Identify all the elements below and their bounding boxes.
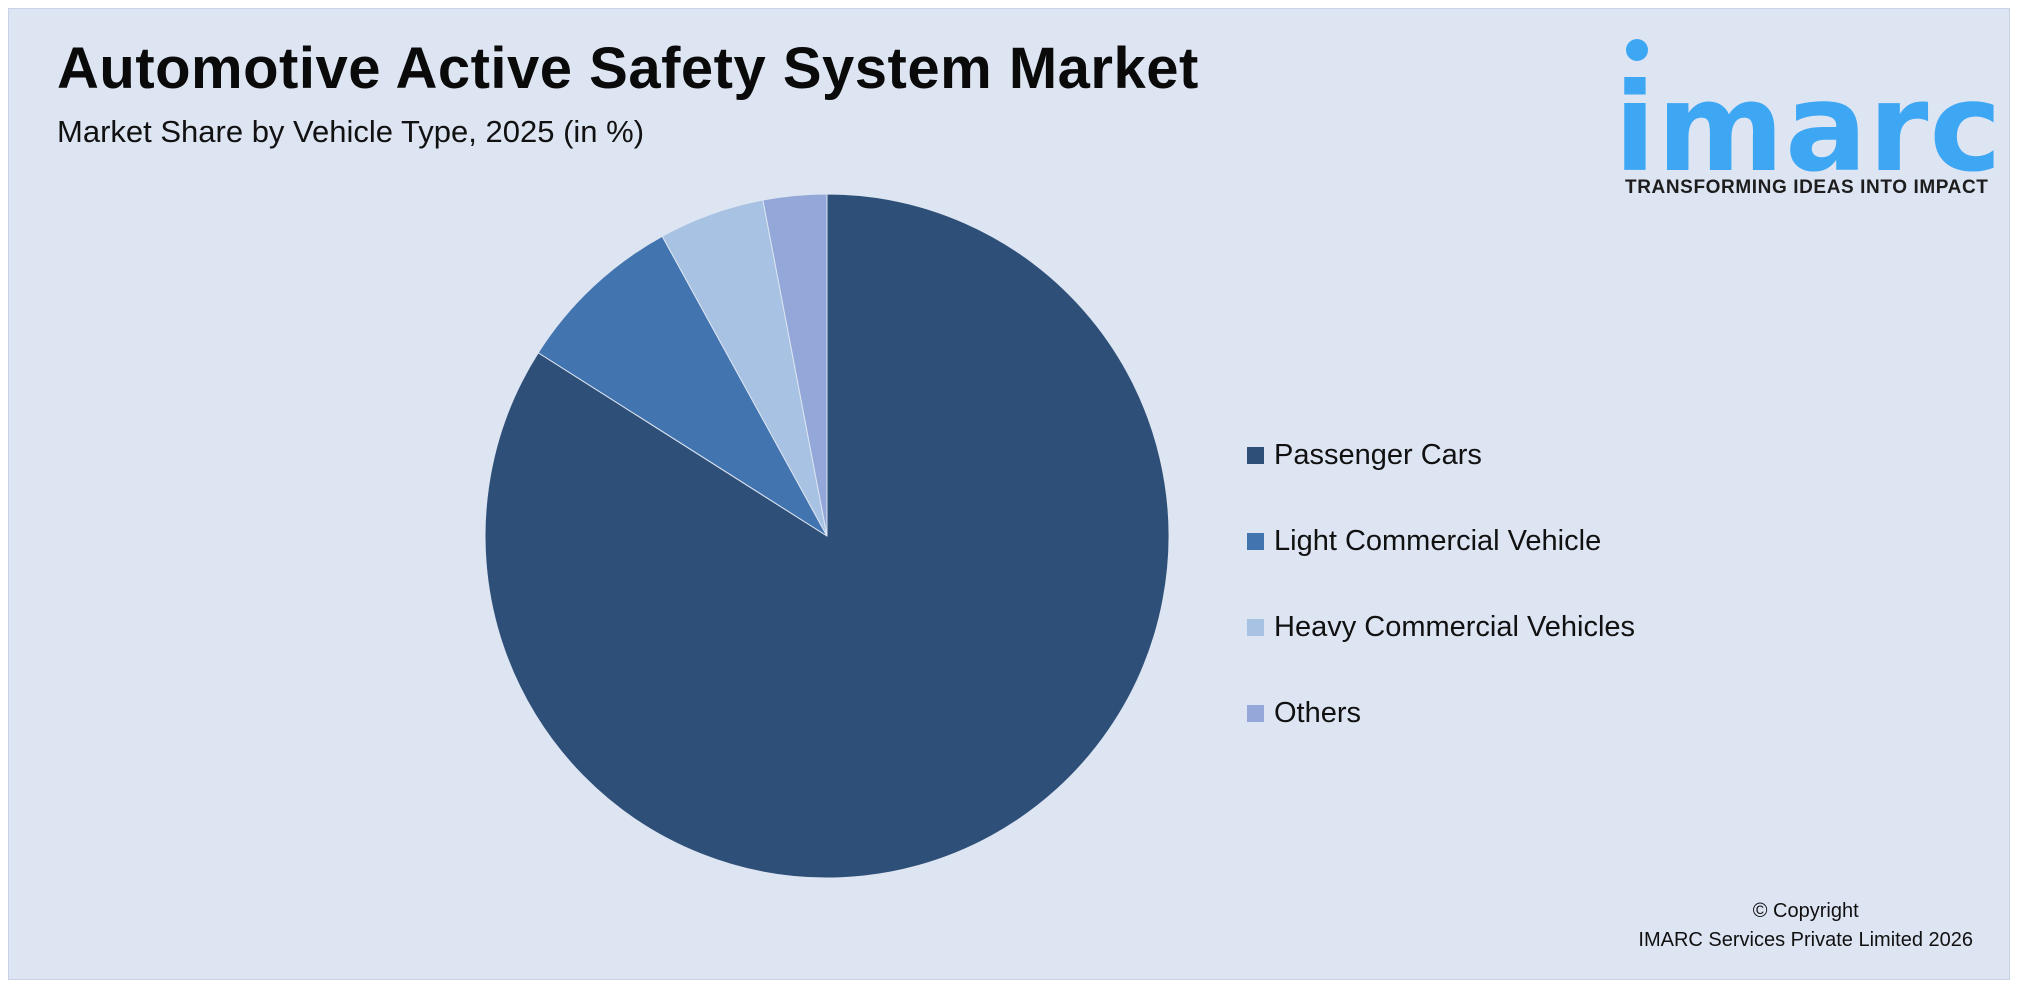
logo-tagline: TRANSFORMING IDEAS INTO IMPACT <box>1625 177 1989 198</box>
legend-item-heavy-commercial-vehicles: Heavy Commercial Vehicles <box>1247 584 1635 670</box>
legend-label-passenger-cars: Passenger Cars <box>1274 438 1482 471</box>
pie-slice-light-commercial-vehicle <box>537 235 828 537</box>
legend-item-light-commercial-vehicle: Light Commercial Vehicle <box>1247 498 1635 584</box>
legend-label-others: Others <box>1274 696 1362 729</box>
chart-legend: Passenger Cars Light Commercial Vehicle He… <box>1247 412 1635 756</box>
copyright-line-2: IMARC Services Private Limited 2026 <box>1638 929 1973 951</box>
pie-chart <box>484 193 1170 879</box>
copyright-line-1: © Copyright <box>1752 900 1859 922</box>
imarc-logo: imarc TRANSFORMING IDEAS INTO IMPACT <box>1614 31 2014 206</box>
legend-label-light-commercial-vehicle: Light Commercial Vehicle <box>1274 524 1602 557</box>
chart-title: Automotive Active Safety System Market <box>57 36 1199 101</box>
chart-subtitle: Market Share by Vehicle Type, 2025 (in %… <box>57 114 645 149</box>
pie-slice-others <box>762 193 828 537</box>
logo-wordmark: imarc <box>1614 57 2003 199</box>
copyright-notice: © Copyright IMARC Services Private Limit… <box>1638 897 1973 955</box>
legend-swatch-light-commercial-vehicle <box>1247 532 1264 550</box>
logo-dot <box>1626 39 1648 61</box>
legend-item-others: Others <box>1247 670 1635 756</box>
chart-frame: Automotive Active Safety System Market M… <box>8 8 2010 980</box>
legend-swatch-passenger-cars <box>1247 446 1264 464</box>
legend-swatch-others <box>1247 704 1264 722</box>
legend-item-passenger-cars: Passenger Cars <box>1247 412 1635 498</box>
legend-swatch-heavy-commercial-vehicles <box>1247 618 1264 636</box>
legend-label-heavy-commercial-vehicles: Heavy Commercial Vehicles <box>1274 610 1636 643</box>
